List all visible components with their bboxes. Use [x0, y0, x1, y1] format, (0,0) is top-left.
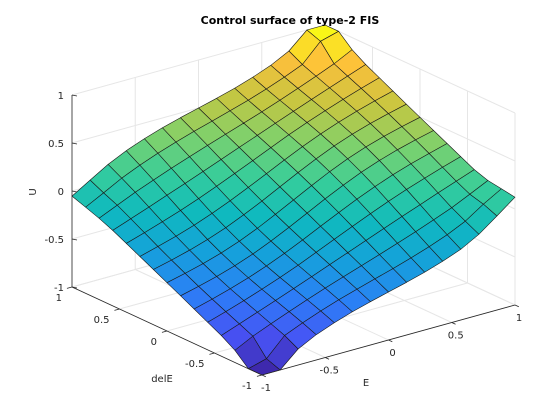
x-axis-label: E — [363, 378, 369, 389]
z-tick-label: 0.5 — [48, 139, 64, 150]
x-tick-mark — [261, 374, 266, 378]
x-tick-label: -0.5 — [319, 366, 339, 377]
y-tick-mark — [209, 352, 215, 355]
z-tick-mark — [71, 286, 78, 289]
x-tick-mark — [451, 322, 456, 325]
z-axis-label: U — [28, 188, 39, 195]
y-tick-label: -1 — [242, 381, 252, 392]
x-tick-label: 0.5 — [448, 331, 464, 342]
y-tick-mark — [114, 308, 120, 311]
x-tick-mark — [325, 357, 330, 360]
back-wall-grid-line — [71, 24, 326, 96]
x-tick-label: 1 — [516, 313, 522, 324]
z-tick-label: 1 — [58, 91, 64, 102]
z-tick-mark — [71, 238, 78, 241]
z-tick-label: 0 — [58, 187, 64, 198]
side-wall-grid-line — [324, 24, 516, 114]
y-tick-mark — [256, 374, 263, 377]
x-tick-mark — [514, 304, 519, 308]
x-tick-label: 0 — [389, 348, 395, 359]
z-tick-label: -1 — [54, 283, 64, 294]
chart-title: Control surface of type-2 FIS — [201, 14, 380, 27]
z-tick-mark — [71, 94, 78, 97]
y-tick-label: 0.5 — [94, 315, 110, 326]
y-axis-label: delE — [151, 374, 173, 385]
z-tick-mark — [71, 142, 78, 145]
x-tick-label: -1 — [261, 383, 271, 394]
axis-layer: -1-0.500.51-1-0.500.51-1-0.500.51 — [44, 91, 522, 394]
y-tick-label: 1 — [56, 293, 62, 304]
x-tick-mark — [388, 339, 393, 343]
y-tick-mark — [161, 330, 168, 333]
surface-layer — [71, 24, 516, 376]
y-tick-label: 0 — [151, 337, 157, 348]
z-tick-mark — [71, 190, 78, 193]
z-tick-label: -0.5 — [44, 235, 64, 246]
y-tick-mark — [66, 286, 73, 289]
y-tick-label: -0.5 — [185, 359, 205, 370]
